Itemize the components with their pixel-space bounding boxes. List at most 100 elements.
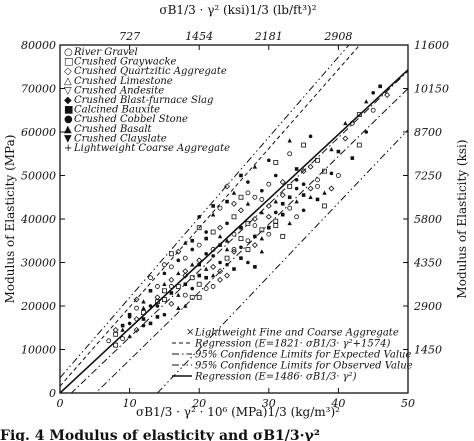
data-point xyxy=(224,272,231,279)
legend-entry: Lightweight Coarse Aggregate xyxy=(73,143,230,154)
data-point xyxy=(266,231,272,237)
data-point xyxy=(232,267,236,271)
top-tick-label: 2908 xyxy=(323,30,352,43)
data-point xyxy=(217,268,224,275)
data-point xyxy=(349,120,355,126)
data-point xyxy=(204,236,208,241)
y-tick-label: 50000 xyxy=(21,170,56,183)
x-tick-labels: 0 10 20 30 40 50 xyxy=(57,388,415,410)
data-point xyxy=(197,273,201,278)
y-tick-labels: 0 10000 20000 30000 40000 50000 60000 70000 8000… xyxy=(20,39,65,400)
data-point xyxy=(231,190,237,195)
legend-entry: Crushed Clayslate xyxy=(74,133,167,144)
top-tick-label: 727 xyxy=(119,30,140,43)
data-point xyxy=(239,256,243,260)
data-point xyxy=(127,315,132,319)
data-point xyxy=(253,265,257,269)
legend-marker: + xyxy=(64,143,72,154)
data-point xyxy=(127,312,132,317)
data-point xyxy=(308,194,313,200)
x-tick-label: 10 xyxy=(123,397,137,410)
x-tick-label: 30 xyxy=(262,397,276,410)
data-point xyxy=(273,160,279,165)
data-point xyxy=(161,297,167,302)
legend-entry: Crushed Andesite xyxy=(74,85,164,96)
data-point xyxy=(370,107,376,113)
data-point xyxy=(245,190,251,196)
legend-marker: ○ xyxy=(64,47,73,58)
top-tick-label: 2181 xyxy=(254,30,283,43)
data-point xyxy=(252,164,258,169)
data-point xyxy=(329,147,334,152)
legend-entry: Lightweight Fine and Coarse Aggregate xyxy=(194,328,399,339)
data-point xyxy=(183,303,188,308)
y-tick-label: 10000 xyxy=(21,344,56,357)
data-point xyxy=(287,205,293,211)
data-point xyxy=(231,231,237,237)
data-point xyxy=(246,180,250,184)
data-point xyxy=(384,92,391,98)
top-axis-title: σB1/3 · γ² (ksi)1/3 (lb/ft³)² xyxy=(159,3,316,17)
data-point xyxy=(251,216,258,222)
data-point xyxy=(175,284,181,289)
data-point xyxy=(350,156,355,160)
data-point xyxy=(176,258,181,263)
data-point xyxy=(224,238,230,243)
data-point xyxy=(273,199,278,204)
data-point xyxy=(273,223,279,228)
right-tick-label: 8700 xyxy=(414,126,442,139)
data-point xyxy=(342,135,349,142)
data-point xyxy=(127,334,132,339)
data-point xyxy=(197,215,201,219)
right-tick-label: 10150 xyxy=(414,83,449,96)
legend-marker: ▲ xyxy=(64,124,72,135)
data-point xyxy=(252,194,258,200)
legend-marker: ◇ xyxy=(64,66,72,77)
legend-entry: Crushed Quartzitic Aggregate xyxy=(74,66,227,77)
right-tick-label: 7250 xyxy=(414,170,442,183)
data-point xyxy=(204,230,208,234)
data-point xyxy=(133,316,140,323)
data-point xyxy=(335,173,341,178)
data-point xyxy=(155,299,160,305)
data-point xyxy=(239,173,243,178)
data-point xyxy=(211,254,215,258)
legend-entry: River Gravel xyxy=(73,47,138,58)
data-point xyxy=(225,199,229,204)
data-point xyxy=(217,205,223,211)
data-point xyxy=(329,171,334,176)
data-point xyxy=(273,173,278,178)
legend-entry: 95% Confidence Limits for Observed Value xyxy=(195,361,413,372)
data-point xyxy=(141,310,146,315)
data-point xyxy=(231,200,237,207)
data-point xyxy=(280,201,285,206)
data-point xyxy=(217,276,224,283)
data-point xyxy=(280,233,286,239)
data-point xyxy=(287,151,293,157)
legend-entry: Crushed Limestone xyxy=(74,76,173,87)
data-point xyxy=(133,326,140,333)
data-point xyxy=(239,225,243,230)
data-point xyxy=(322,203,327,209)
x-tick-label: 40 xyxy=(330,397,345,410)
data-point xyxy=(251,242,258,249)
data-point xyxy=(176,270,181,276)
data-point xyxy=(371,91,376,95)
data-point xyxy=(315,157,320,163)
data-point xyxy=(161,262,167,268)
data-point xyxy=(364,130,369,134)
data-point xyxy=(203,286,209,292)
data-point xyxy=(259,197,265,202)
legend-entry: Crushed Basalt xyxy=(74,124,153,135)
data-point xyxy=(182,292,188,298)
data-point xyxy=(190,286,195,291)
data-point xyxy=(259,249,265,254)
data-point xyxy=(328,185,335,192)
data-point xyxy=(176,305,181,310)
data-point xyxy=(210,212,216,217)
data-point xyxy=(162,281,167,287)
data-point xyxy=(162,271,167,276)
legend-entry: 95% Confidence Limits for Expected Value xyxy=(195,350,411,361)
data-point xyxy=(155,315,160,319)
data-point xyxy=(148,288,153,293)
